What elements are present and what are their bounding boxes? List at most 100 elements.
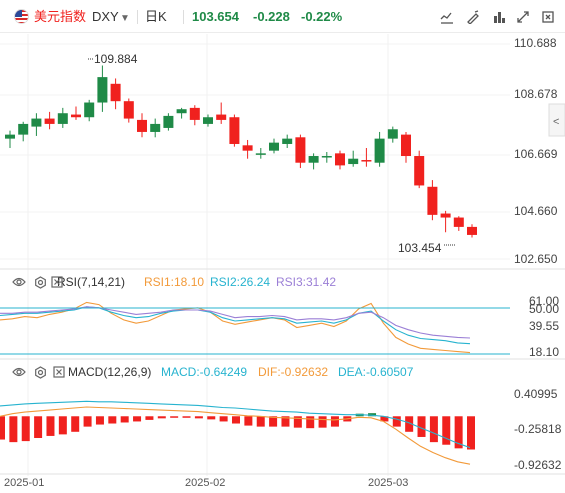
macd-histogram-bar xyxy=(467,416,475,450)
low-annotation: 103.454 xyxy=(398,241,442,255)
compare-icon[interactable] xyxy=(436,7,458,27)
macd-tick: -0.25818 xyxy=(514,422,562,436)
rsi-tick: 61.00 xyxy=(529,294,559,308)
macd-histogram-bar xyxy=(95,416,104,425)
candle-body xyxy=(57,113,68,124)
macd-axis: 0.40995 -0.25818 -0.92632 xyxy=(514,387,562,472)
close-icon[interactable] xyxy=(52,365,66,379)
vertical-gridlines xyxy=(27,34,389,476)
settings-icon[interactable] xyxy=(33,365,47,379)
candle-body xyxy=(374,138,385,163)
rsi3-value: RSI3:31.42 xyxy=(276,275,336,289)
macd-histogram-bar xyxy=(269,416,278,427)
candle-body xyxy=(5,134,15,139)
chevron-left-icon: < xyxy=(553,116,559,128)
candle-body xyxy=(361,160,372,162)
dif-value: DIF:-0.92632 xyxy=(258,365,328,379)
settings-icon[interactable] xyxy=(33,275,47,289)
macd-histogram-bar xyxy=(293,416,302,428)
macd-histogram-bar xyxy=(157,416,166,419)
rsi-tick: 18.10 xyxy=(529,345,559,359)
candle-body xyxy=(269,142,279,151)
rsi2-value: RSI2:26.24 xyxy=(210,275,270,289)
macd-histogram-bar xyxy=(182,416,191,418)
close-icon[interactable] xyxy=(50,275,64,289)
price-axis: 110.688 108.678 106.669 104.660 102.650 xyxy=(514,36,558,266)
candle-body xyxy=(84,102,95,118)
candle-body xyxy=(97,77,108,103)
candle-body xyxy=(123,101,134,119)
price-change-percent: -0.22% xyxy=(301,9,343,24)
candle-body xyxy=(401,134,411,157)
candle-body xyxy=(387,129,398,139)
candle-body xyxy=(427,186,438,215)
candlestick-series xyxy=(5,65,477,238)
chevron-down-icon[interactable]: ▼ xyxy=(120,13,130,24)
macd-histogram-bar xyxy=(133,416,142,422)
period-selector[interactable]: 日K xyxy=(145,9,167,24)
macd-histogram-bar xyxy=(219,416,228,422)
eye-icon[interactable] xyxy=(12,365,26,379)
price-tick: 106.669 xyxy=(514,147,558,161)
candle-body xyxy=(282,138,293,144)
x-axis: 2025-01 2025-02 2025-03 xyxy=(4,477,408,489)
macd-histogram-bar xyxy=(58,416,67,435)
symbol-selector[interactable]: DXY xyxy=(92,9,119,24)
collapse-panel-tab[interactable]: < xyxy=(548,103,565,137)
macd-histogram-bar xyxy=(108,416,117,424)
macd-histogram xyxy=(0,413,475,450)
candle-body xyxy=(176,109,187,114)
macd-histogram-bar xyxy=(170,416,179,418)
price-tick: 110.688 xyxy=(514,36,557,50)
candle-body xyxy=(110,83,121,102)
candle-body xyxy=(453,217,464,227)
macd-histogram-bar xyxy=(417,416,426,437)
last-price: 103.654 xyxy=(192,9,239,24)
eye-icon[interactable] xyxy=(12,275,26,289)
x-tick: 2025-02 xyxy=(185,477,225,489)
macd-histogram-bar xyxy=(330,416,339,427)
macd-histogram-bar xyxy=(9,416,18,443)
macd-histogram-bar xyxy=(442,416,451,445)
rsi1-value: RSI1:18.10 xyxy=(144,275,204,289)
rsi1-line xyxy=(0,301,471,354)
high-annotation: 109.884 xyxy=(94,52,138,66)
candle-body xyxy=(229,117,240,144)
candle-body xyxy=(71,114,81,118)
candle-body xyxy=(335,153,345,166)
macd-histogram-bar xyxy=(368,413,377,417)
macd-header: MACD(12,26,9) MACD:-0.64249 DIF:-0.92632… xyxy=(68,365,414,379)
dea-value: DEA:-0.60507 xyxy=(338,365,414,379)
candle-body xyxy=(321,156,332,158)
macd-histogram-bar xyxy=(256,416,265,427)
instrument-name[interactable]: 美元指数 xyxy=(34,9,87,24)
horizontal-gridlines xyxy=(0,43,510,260)
macd-histogram-bar xyxy=(0,416,5,440)
candle-body xyxy=(242,145,253,151)
macd-histogram-bar xyxy=(454,416,463,449)
toolbar-divider xyxy=(183,10,184,24)
macd-value: MACD:-0.64249 xyxy=(161,365,247,379)
draw-icon[interactable] xyxy=(462,7,484,27)
macd-histogram-bar xyxy=(281,416,290,427)
indicator-icon[interactable] xyxy=(488,7,510,27)
macd-histogram-bar xyxy=(306,416,315,429)
macd-histogram-bar xyxy=(194,416,203,419)
candle-body xyxy=(137,119,147,132)
candle-body xyxy=(163,115,174,128)
macd-title: MACD(12,26,9) xyxy=(68,365,151,379)
rsi-axis: 61.00 50.00 39.55 18.10 xyxy=(529,294,559,359)
macd-histogram-bar xyxy=(380,416,389,422)
candle-body xyxy=(150,123,161,132)
macd-histogram-bar xyxy=(405,416,414,432)
fullscreen-icon[interactable] xyxy=(512,7,534,27)
rsi-tick: 50.00 xyxy=(529,302,559,316)
rsi2-line xyxy=(0,306,471,345)
restore-icon[interactable] xyxy=(537,7,559,27)
rsi3-line xyxy=(0,306,471,339)
macd-histogram-bar xyxy=(120,416,129,423)
macd-tick: -0.92632 xyxy=(514,458,562,472)
macd-histogram-bar xyxy=(21,416,30,442)
macd-histogram-bar xyxy=(83,416,92,427)
